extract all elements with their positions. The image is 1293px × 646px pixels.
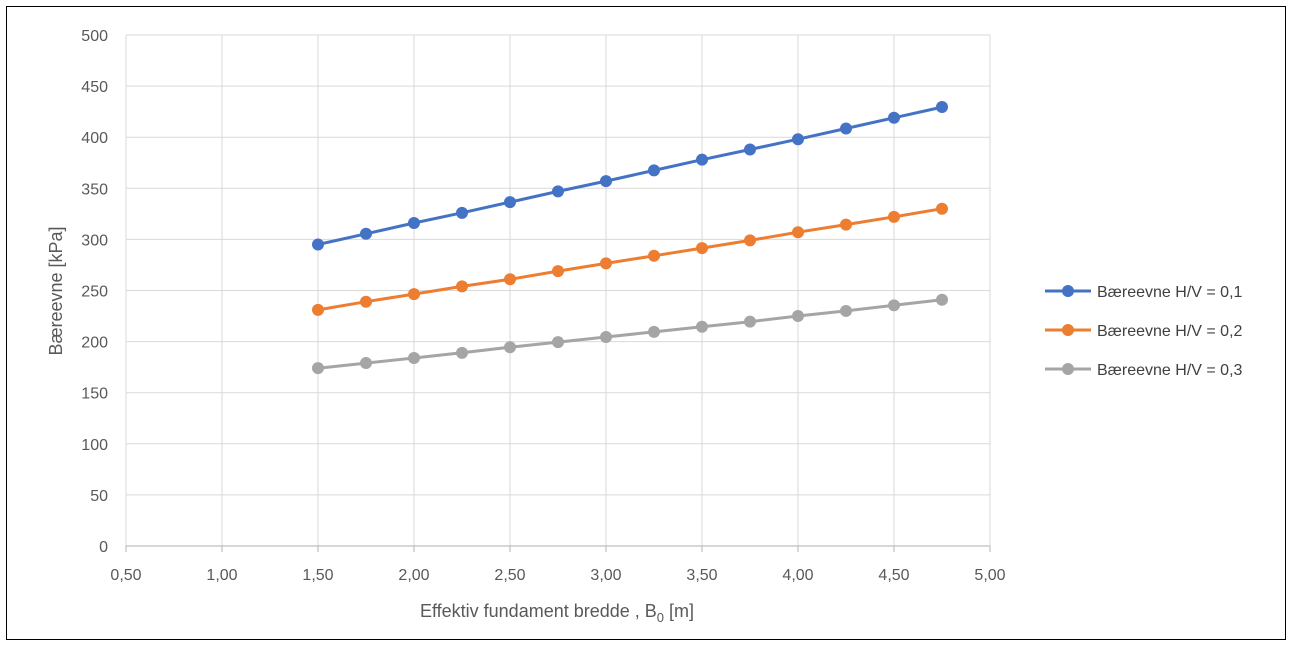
data-point: [744, 315, 756, 328]
data-point: [936, 293, 948, 306]
data-point: [600, 331, 612, 344]
x-axis-ticks: 0,50 1,00 1,50 2,00 2,50 3,00 3,50 4,00 4,50 5,00: [110, 567, 1005, 584]
data-point: [312, 362, 324, 375]
data-point: [552, 336, 564, 349]
data-point: [552, 265, 564, 278]
y-tick-label: 250: [81, 284, 108, 301]
x-tick-label: 3,50: [686, 567, 717, 584]
data-point: [696, 153, 708, 166]
chart-frame: [6, 6, 1286, 640]
x-tick-label: 2,50: [494, 567, 525, 584]
legend-marker: [1062, 363, 1074, 375]
x-tick-label: 5,00: [974, 567, 1005, 584]
data-point: [456, 206, 468, 219]
data-point: [504, 341, 516, 354]
y-tick-label: 50: [90, 488, 108, 505]
y-tick-label: 150: [81, 386, 108, 403]
legend: Bæreevne H/V = 0,1 Bæreevne H/V = 0,2 Bære…: [1045, 284, 1243, 379]
data-point: [744, 143, 756, 156]
series-line: [317, 105, 943, 246]
data-point: [456, 280, 468, 293]
data-point: [792, 310, 804, 323]
y-tick-label: 350: [81, 181, 108, 198]
data-point: [504, 196, 516, 209]
data-point: [408, 351, 420, 364]
data-point: [360, 227, 372, 240]
x-tick-label: 3,00: [590, 567, 621, 584]
data-point: [648, 249, 660, 262]
data-point: [600, 175, 612, 188]
data-point: [792, 226, 804, 239]
y-axis-title: Bæreevne [kPa]: [46, 226, 66, 355]
data-point: [312, 238, 324, 251]
legend-label: Bæreevne H/V = 0,1: [1097, 284, 1243, 301]
series-lines: [312, 101, 948, 375]
y-axis-ticks: 0 50 100 150 200 250 300 350 400 450 500: [81, 28, 108, 556]
x-tick-label: 1,00: [206, 567, 237, 584]
y-tick-label: 450: [81, 79, 108, 96]
data-point: [936, 101, 948, 114]
x-axis-title-main: Effektiv fundament bredde , B: [420, 601, 657, 621]
y-tick-label: 300: [81, 232, 108, 249]
legend-item: Bæreevne H/V = 0,3: [1045, 362, 1243, 379]
data-point: [744, 234, 756, 247]
data-point: [792, 133, 804, 146]
data-point: [648, 325, 660, 338]
x-tick-label: 1,50: [302, 567, 333, 584]
data-point: [360, 357, 372, 370]
legend-item: Bæreevne H/V = 0,2: [1045, 323, 1243, 340]
x-axis-title: Effektiv fundament bredde , B0 [m]: [420, 601, 694, 625]
data-point: [888, 210, 900, 223]
data-point: [408, 217, 420, 230]
legend-marker: [1062, 324, 1074, 336]
data-point: [360, 295, 372, 308]
legend-item: Bæreevne H/V = 0,1: [1045, 284, 1243, 301]
legend-label: Bæreevne H/V = 0,2: [1097, 323, 1243, 340]
y-tick-label: 200: [81, 335, 108, 352]
x-tick-label: 0,50: [110, 567, 141, 584]
data-point: [312, 303, 324, 316]
series-line: [317, 298, 943, 370]
data-point: [408, 288, 420, 301]
x-axis-title-unit: [m]: [664, 601, 694, 621]
data-point: [648, 164, 660, 177]
data-point: [456, 346, 468, 359]
y-tick-label: 500: [81, 28, 108, 45]
x-tick-label: 4,50: [878, 567, 909, 584]
data-point: [600, 257, 612, 270]
data-point: [840, 304, 852, 317]
x-tick-label: 4,00: [782, 567, 813, 584]
data-point: [552, 185, 564, 198]
data-point: [504, 273, 516, 286]
series-line: [317, 207, 943, 312]
data-point: [936, 202, 948, 215]
x-tick-label: 2,00: [398, 567, 429, 584]
series-1: [312, 101, 948, 251]
data-point: [840, 218, 852, 231]
data-point: [696, 242, 708, 255]
legend-marker: [1062, 285, 1074, 297]
legend-label: Bæreevne H/V = 0,3: [1097, 362, 1243, 379]
data-point: [696, 320, 708, 333]
gridlines: [125, 34, 991, 552]
y-tick-label: 100: [81, 437, 108, 454]
series-3: [312, 293, 948, 375]
y-tick-label: 400: [81, 130, 108, 147]
data-point: [840, 122, 852, 135]
data-point: [888, 111, 900, 124]
series-2: [312, 202, 948, 316]
data-point: [888, 299, 900, 312]
x-axis-title-subscript: 0: [657, 610, 664, 625]
y-tick-label: 0: [99, 539, 108, 556]
